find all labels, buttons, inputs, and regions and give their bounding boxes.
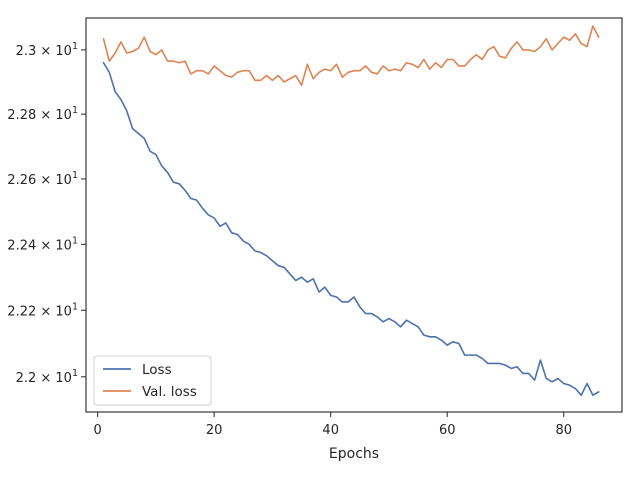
plot-series [102, 25, 600, 397]
y-tick-label: 2.3 × 101 [16, 41, 78, 59]
legend: Loss Val. loss [93, 355, 212, 406]
y-tick-label: 2.24 × 101 [7, 235, 78, 253]
series-line-val-loss [102, 25, 600, 86]
x-tick-label: 80 [555, 423, 572, 438]
legend-label: Val. loss [142, 384, 197, 400]
x-tick-label: 40 [322, 423, 339, 438]
series-line-loss [102, 61, 600, 397]
y-axis-ticks: 2.2 × 101 2.22 × 101 2.24 × 101 2.26 × 101 2… [7, 41, 86, 386]
y-tick-label: 2.2 × 101 [16, 368, 78, 386]
x-tick-label: 20 [206, 423, 223, 438]
x-tick-label: 60 [439, 423, 456, 438]
x-axis-ticks: 0 20 40 60 80 [94, 412, 572, 438]
x-tick-label: 0 [94, 423, 102, 438]
x-axis-title: Epochs [329, 446, 379, 462]
y-tick-label: 2.28 × 101 [7, 105, 78, 123]
plot-frame [85, 17, 623, 413]
y-tick-label: 2.26 × 101 [7, 170, 78, 188]
y-tick-label: 2.22 × 101 [7, 301, 78, 319]
legend-label: Loss [142, 362, 172, 378]
